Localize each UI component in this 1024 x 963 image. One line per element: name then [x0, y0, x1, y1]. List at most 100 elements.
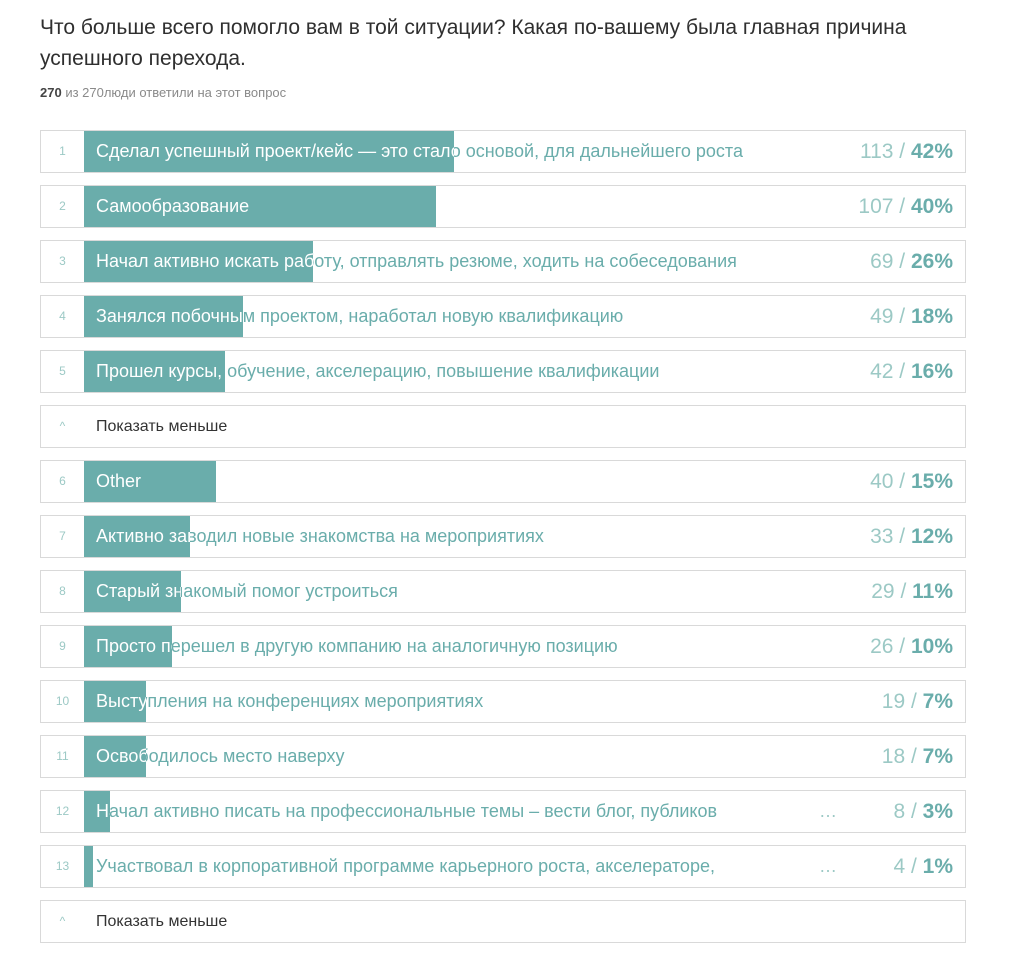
- result-stat: 40 / 15%: [870, 461, 953, 502]
- stat-separator: /: [905, 745, 923, 768]
- stat-separator: /: [893, 140, 911, 163]
- result-stat: 18 / 7%: [882, 736, 953, 777]
- bar: [84, 571, 181, 612]
- stat-separator: /: [893, 305, 911, 328]
- result-count: 49: [870, 305, 894, 328]
- result-stat: 4 / 1%: [893, 846, 953, 887]
- result-percent: 10%: [910, 635, 953, 658]
- result-index: 12: [55, 804, 70, 818]
- result-stat: 49 / 18%: [870, 296, 953, 337]
- bar: [84, 241, 313, 282]
- result-row[interactable]: 4 Занялся побочным проектом, наработал но…: [40, 295, 966, 338]
- result-stat: 33 / 12%: [870, 516, 953, 557]
- result-row[interactable]: 8 Старый знакомый помог устроиться Старый …: [40, 570, 966, 613]
- result-row[interactable]: 6 Other Other 40 / 15%: [40, 460, 966, 503]
- result-row[interactable]: 7 Активно заводил новые знакомства на мер…: [40, 515, 966, 558]
- result-label: Начал активно искать работу, отправлять …: [96, 251, 737, 271]
- result-index: 13: [55, 859, 70, 873]
- result-row[interactable]: 12 Начал активно писать на профессиональн…: [40, 790, 966, 833]
- response-count: 270 из 270люди ответили на этот вопрос: [40, 85, 286, 100]
- bar: [84, 461, 216, 502]
- result-label: Выступления на конференциях мероприятиях: [96, 691, 484, 711]
- result-percent: 11%: [912, 580, 953, 603]
- result-stat: 113 / 42%: [860, 131, 953, 172]
- result-row[interactable]: 10 Выступления на конференциях мероприяти…: [40, 680, 966, 723]
- result-label: Самообразование: [96, 196, 250, 216]
- result-row[interactable]: 9 Просто перешел в другую компанию на ана…: [40, 625, 966, 668]
- result-count: 40: [870, 470, 894, 493]
- result-row[interactable]: 13 Участвовал в корпоративной программе к…: [40, 845, 966, 888]
- show-less-label: Показать меньше: [96, 913, 228, 930]
- result-label: Занялся побочным проектом, наработал нов…: [96, 306, 624, 326]
- bar: [84, 131, 454, 172]
- stat-separator: /: [893, 195, 911, 218]
- chevron-up-icon: ^: [59, 419, 66, 433]
- result-stat: 69 / 26%: [870, 241, 953, 282]
- result-label: Активно заводил новые знакомства на меро…: [96, 526, 544, 546]
- bar: [84, 791, 110, 832]
- result-index: 4: [59, 309, 66, 323]
- stat-separator: /: [893, 525, 911, 548]
- result-percent: 42%: [910, 140, 953, 163]
- result-label-on-bar: Сделал успешный проект/кейс — это стало …: [96, 141, 454, 161]
- response-count-text: из 270люди ответили на этот вопрос: [61, 85, 287, 100]
- ellipsis-icon: …: [819, 856, 837, 876]
- result-label: Просто перешел в другую компанию на анал…: [96, 636, 618, 656]
- result-index: 11: [56, 749, 69, 763]
- answered-count: 270: [40, 85, 62, 100]
- result-percent: 12%: [910, 525, 953, 548]
- stat-separator: /: [894, 580, 913, 603]
- question-title: Что больше всего помогло вам в той ситуа…: [40, 16, 907, 70]
- result-count: 113: [859, 140, 894, 163]
- result-stat: 8 / 3%: [893, 791, 953, 832]
- result-count: 26: [870, 635, 894, 658]
- result-percent: 26%: [910, 250, 953, 273]
- result-label: Участвовал в корпоративной программе кар…: [96, 856, 715, 876]
- result-stat: 19 / 7%: [882, 681, 953, 722]
- result-label-on-bar: Занялся побочным проектом, наработал нов…: [96, 306, 243, 326]
- results-list: 1 Сделал успешный проект/кейс — это стало…: [40, 130, 966, 955]
- bar: [84, 296, 243, 337]
- result-label: Начал активно писать на профессиональные…: [96, 801, 718, 821]
- result-index: 2: [59, 199, 66, 213]
- stat-separator: /: [905, 855, 923, 878]
- show-less-toggle[interactable]: ^ Показать меньше: [40, 405, 966, 448]
- result-percent: 15%: [910, 470, 953, 493]
- result-row[interactable]: 1 Сделал успешный проект/кейс — это стало…: [40, 130, 966, 173]
- result-row[interactable]: 5 Прошел курсы, обучение, акселерацию, по…: [40, 350, 966, 393]
- result-label-on-bar: Самообразование: [96, 196, 250, 216]
- result-count: 33: [870, 525, 894, 548]
- bar: [84, 516, 190, 557]
- stat-separator: /: [893, 250, 911, 273]
- result-label: Other: [96, 471, 142, 491]
- result-row[interactable]: 2 Самообразование Самообразование 107 / 40%: [40, 185, 966, 228]
- result-index: 6: [59, 474, 66, 488]
- result-label: Освободилось место наверху: [96, 746, 345, 766]
- result-label: Прошел курсы, обучение, акселерацию, пов…: [96, 361, 660, 381]
- result-count: 42: [870, 360, 894, 383]
- bar: [84, 186, 436, 227]
- show-less-toggle[interactable]: ^ Показать меньше: [40, 900, 966, 943]
- result-percent: 18%: [910, 305, 953, 328]
- result-index: 1: [59, 144, 66, 158]
- result-label-on-bar: Старый знакомый помог устроиться: [96, 581, 181, 601]
- ellipsis-icon: …: [819, 801, 837, 821]
- result-count: 8: [893, 800, 906, 823]
- result-percent: 7%: [922, 690, 953, 713]
- result-index: 7: [59, 529, 66, 543]
- bar: [84, 846, 93, 887]
- result-label-on-bar: Начал активно искать работу, отправлять …: [96, 251, 313, 271]
- stat-separator: /: [905, 690, 923, 713]
- bar: [84, 681, 146, 722]
- bar: [84, 736, 146, 777]
- stat-separator: /: [893, 360, 911, 383]
- result-stat: 42 / 16%: [870, 351, 953, 392]
- result-label: Сделал успешный проект/кейс — это стало …: [96, 141, 743, 161]
- result-index: 9: [59, 639, 66, 653]
- result-label-on-bar: Выступления на конференциях мероприятиях: [96, 691, 146, 711]
- result-row[interactable]: 3 Начал активно искать работу, отправлять…: [40, 240, 966, 283]
- result-label-on-bar: Начал активно писать на профессиональные…: [96, 801, 110, 821]
- result-count: 19: [881, 690, 906, 713]
